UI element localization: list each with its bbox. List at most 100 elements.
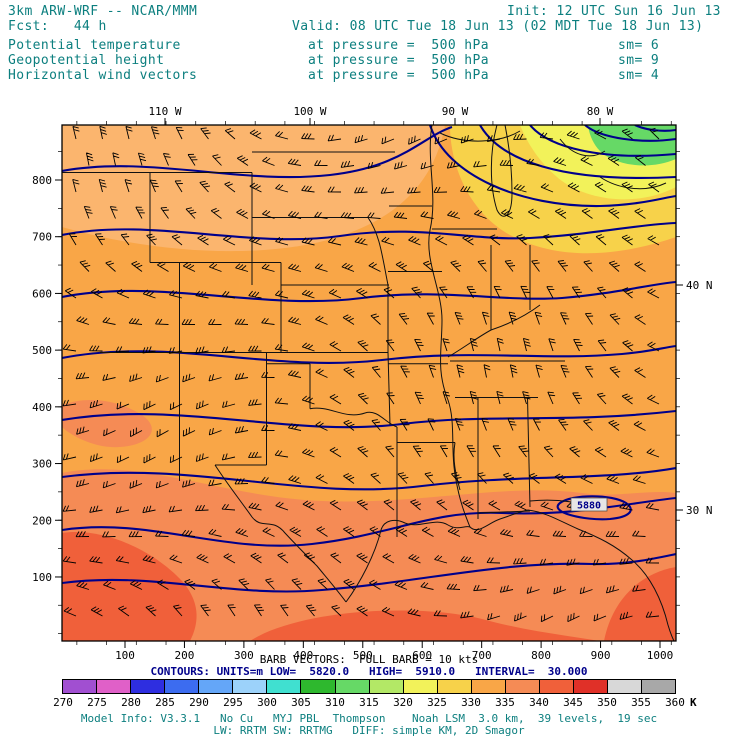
theta-fill-region	[62, 400, 152, 448]
colorbar-cell	[403, 680, 438, 693]
bottom-axis-label: 200	[175, 649, 195, 660]
model-title: 3km ARW-WRF -- NCAR/MMM	[8, 4, 198, 19]
contour-label-box	[570, 497, 608, 512]
top-axis-label: 100 W	[293, 105, 326, 118]
top-axis-label: 110 W	[148, 105, 181, 118]
model-info-line2: LW: RRTM SW: RRTMG DIFF: simple KM, 2D S…	[213, 724, 525, 737]
field-3-smoothing: sm= 4	[618, 68, 660, 83]
height-contour	[62, 126, 453, 179]
height-contour	[556, 495, 632, 521]
left-axis-label: 100	[32, 571, 52, 584]
map-border-line	[559, 138, 606, 157]
bottom-axis-label: 100	[115, 649, 135, 660]
colorbar-tick-label: 350	[597, 696, 617, 709]
colorbar-tick-label: 275	[87, 696, 107, 709]
colorbar-cell	[471, 680, 506, 693]
colorbar-cell	[505, 680, 540, 693]
colorbar-tick-label: 280	[121, 696, 141, 709]
map-border-line	[309, 407, 398, 428]
left-axis-label: 200	[32, 514, 52, 527]
colorbar-cell	[131, 680, 166, 693]
height-contour	[634, 125, 676, 132]
colorbar-cell	[267, 680, 302, 693]
plot-svg: 110 W 100 W 90 W 80 W 100 200 300 400 500 600 700 8…	[32, 105, 712, 660]
colorbar-unit: K	[690, 696, 697, 709]
colorbar-cell	[199, 680, 234, 693]
colorbar-cell	[165, 680, 200, 693]
left-axis-label: 300	[32, 458, 52, 471]
height-contour	[62, 552, 676, 593]
axes-layer: 110 W 100 W 90 W 80 W 100 200 300 400 500 600 700 8…	[32, 105, 712, 660]
map-border-line	[599, 176, 667, 190]
field-2-level: at pressure = 500 hPa	[308, 53, 489, 68]
bottom-axis-label: 300	[234, 649, 254, 660]
colorbar-cell	[573, 680, 608, 693]
map-border-line	[477, 510, 531, 514]
colorbar-cell	[608, 680, 643, 693]
theta-fill-region	[604, 567, 676, 641]
map-border-line	[428, 125, 471, 528]
colorbar-tick-label: 335	[495, 696, 515, 709]
left-axis-label: 800	[32, 174, 52, 187]
map-border-line	[453, 442, 461, 491]
field-3-name: Horizontal wind vectors	[8, 68, 198, 83]
colorbar-tick-label: 345	[563, 696, 583, 709]
map-border-line	[439, 130, 521, 142]
contour-legend: CONTOURS: UNITS=m LOW= 5820.0 HIGH= 5910…	[150, 665, 588, 678]
map-border-line	[367, 217, 389, 286]
height-contour	[62, 466, 676, 491]
bottom-axis-label: 600	[412, 649, 432, 660]
theta-fill-region	[62, 469, 676, 641]
colorbar-cell	[369, 680, 404, 693]
plot-frame	[61, 124, 677, 642]
colorbar-cell	[63, 680, 98, 693]
field-2-name: Geopotential height	[8, 53, 165, 68]
colorbar-tick-label: 310	[325, 696, 345, 709]
bottom-axis-label: 400	[293, 649, 313, 660]
colorbar-tick-label: 270	[53, 696, 73, 709]
colorbar-tick-label: 300	[257, 696, 277, 709]
field-3-level: at pressure = 500 hPa	[308, 68, 489, 83]
contour-label: 5880	[577, 501, 601, 512]
height-contour	[479, 125, 676, 179]
map-border-line	[447, 304, 541, 358]
colorbar	[62, 679, 676, 694]
wind-barbs-layer	[62, 125, 660, 623]
forecast-hour: Fcst: 44 h	[8, 19, 107, 34]
bottom-axis-label: 900	[591, 649, 611, 660]
colorbar-cell	[97, 680, 132, 693]
field-1-name: Potential temperature	[8, 38, 181, 53]
top-axis-label: 80 W	[587, 105, 614, 118]
init-time: Init: 12 UTC Sun 16 Jun 13	[507, 4, 721, 19]
height-contour	[584, 125, 676, 142]
colorbar-ticks: 270 275 280 285 290 295 300 305 310 315 320 325 330 3…	[0, 696, 740, 709]
left-axis-label: 400	[32, 401, 52, 414]
height-contour	[62, 280, 676, 303]
top-axis-label: 90 W	[442, 105, 469, 118]
theta-fill-region	[62, 532, 197, 641]
colorbar-tick-label: 315	[359, 696, 379, 709]
map-border-line	[345, 509, 675, 641]
bottom-axis-label: 700	[472, 649, 492, 660]
colorbar-tick-label: 360	[665, 696, 685, 709]
colorbar-cell	[539, 680, 574, 693]
map-border-line	[214, 464, 347, 603]
bottom-axis-label: 1000	[647, 649, 674, 660]
theta-fill-region	[250, 610, 600, 641]
barb-legend: BARB VECTORS: FULL BARB = 10 kts	[259, 653, 479, 666]
colorbar-tick-label: 290	[189, 696, 209, 709]
left-axis-label: 500	[32, 344, 52, 357]
colorbar-cell	[301, 680, 336, 693]
map-border-line	[387, 352, 391, 426]
field-1-smoothing: sm= 6	[618, 38, 660, 53]
height-contour	[529, 125, 676, 157]
colorbar-cell	[335, 680, 370, 693]
bottom-axis-label: 800	[531, 649, 551, 660]
field-2-smoothing: sm= 9	[618, 53, 660, 68]
field-1-level: at pressure = 500 hPa	[308, 38, 489, 53]
bottom-axis-label: 500	[353, 649, 373, 660]
colorbar-tick-label: 325	[427, 696, 447, 709]
valid-time: Valid: 08 UTC Tue 18 Jun 13 (02 MDT Tue …	[292, 19, 704, 34]
map-border-line	[490, 125, 513, 217]
